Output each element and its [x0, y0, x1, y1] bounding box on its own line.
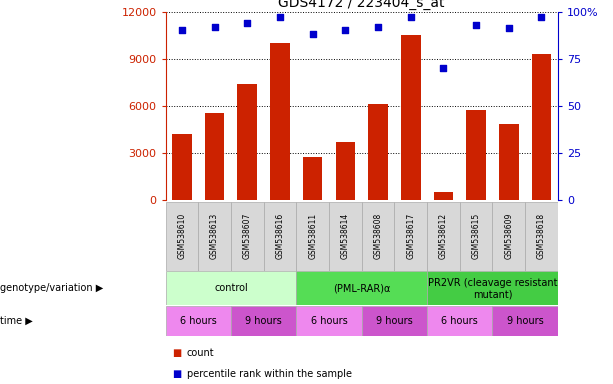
Text: 9 hours: 9 hours: [245, 316, 282, 326]
Bar: [401, 35, 421, 200]
Point: [275, 14, 285, 20]
Title: GDS4172 / 223404_s_at: GDS4172 / 223404_s_at: [278, 0, 445, 10]
Bar: [427, 202, 460, 271]
Text: GSM538611: GSM538611: [308, 213, 317, 259]
Point: [373, 23, 383, 30]
Bar: [231, 306, 296, 336]
Text: GSM538614: GSM538614: [341, 213, 350, 259]
Text: genotype/variation ▶: genotype/variation ▶: [0, 283, 103, 293]
Bar: [427, 271, 558, 305]
Bar: [368, 104, 388, 200]
Bar: [166, 271, 296, 305]
Point: [242, 20, 252, 26]
Text: GSM538616: GSM538616: [275, 213, 284, 259]
Text: 6 hours: 6 hours: [441, 316, 478, 326]
Text: 6 hours: 6 hours: [180, 316, 216, 326]
Text: GSM538608: GSM538608: [373, 213, 383, 259]
Text: 9 hours: 9 hours: [376, 316, 413, 326]
Bar: [329, 202, 362, 271]
Text: ■: ■: [172, 369, 181, 379]
Point: [406, 14, 416, 20]
Text: GSM538612: GSM538612: [439, 213, 448, 259]
Bar: [231, 202, 264, 271]
Text: GSM538607: GSM538607: [243, 213, 252, 259]
Text: PR2VR (cleavage resistant
mutant): PR2VR (cleavage resistant mutant): [428, 278, 557, 299]
Text: GSM538610: GSM538610: [177, 213, 186, 259]
Bar: [499, 124, 519, 200]
Point: [177, 27, 187, 33]
Bar: [531, 54, 551, 200]
Bar: [427, 306, 492, 336]
Point: [308, 31, 318, 37]
Text: time ▶: time ▶: [0, 316, 32, 326]
Text: (PML-RAR)α: (PML-RAR)α: [333, 283, 390, 293]
Point: [340, 27, 350, 33]
Bar: [362, 306, 427, 336]
Bar: [166, 306, 231, 336]
Bar: [303, 157, 322, 200]
Point: [536, 14, 546, 20]
Bar: [525, 202, 558, 271]
Text: control: control: [214, 283, 248, 293]
Text: GSM538617: GSM538617: [406, 213, 415, 259]
Text: percentile rank within the sample: percentile rank within the sample: [187, 369, 352, 379]
Bar: [237, 84, 257, 200]
Point: [471, 22, 481, 28]
Point: [210, 23, 219, 30]
Bar: [433, 192, 453, 200]
Bar: [296, 271, 427, 305]
Bar: [270, 43, 290, 200]
Text: GSM538613: GSM538613: [210, 213, 219, 259]
Bar: [198, 202, 231, 271]
Bar: [205, 113, 224, 200]
Text: count: count: [187, 348, 215, 358]
Text: 6 hours: 6 hours: [311, 316, 348, 326]
Text: GSM538615: GSM538615: [471, 213, 481, 259]
Bar: [166, 202, 198, 271]
Text: GSM538618: GSM538618: [537, 213, 546, 259]
Text: ■: ■: [172, 348, 181, 358]
Bar: [296, 306, 362, 336]
Bar: [335, 142, 355, 200]
Bar: [394, 202, 427, 271]
Bar: [362, 202, 394, 271]
Bar: [466, 110, 486, 200]
Bar: [296, 202, 329, 271]
Text: 9 hours: 9 hours: [507, 316, 544, 326]
Text: GSM538609: GSM538609: [504, 213, 513, 259]
Bar: [492, 306, 558, 336]
Bar: [460, 202, 492, 271]
Point: [438, 65, 448, 71]
Bar: [264, 202, 296, 271]
Bar: [172, 134, 192, 200]
Point: [504, 25, 514, 31]
Bar: [492, 202, 525, 271]
